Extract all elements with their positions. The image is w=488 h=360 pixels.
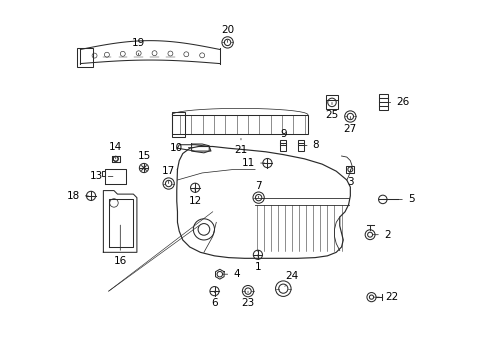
Bar — [172, 115, 307, 134]
Text: 12: 12 — [188, 188, 202, 206]
Text: 14: 14 — [109, 142, 122, 159]
Text: 4: 4 — [222, 269, 239, 279]
Text: 21: 21 — [234, 138, 247, 156]
Text: 22: 22 — [373, 292, 397, 302]
Bar — [280, 140, 286, 151]
Text: 20: 20 — [221, 24, 234, 42]
Text: 19: 19 — [132, 38, 145, 55]
Bar — [112, 156, 120, 162]
Text: 6: 6 — [211, 291, 217, 308]
Bar — [172, 112, 184, 137]
Text: 8: 8 — [303, 140, 319, 150]
Text: 27: 27 — [343, 117, 356, 134]
Bar — [77, 48, 93, 67]
Text: 16: 16 — [113, 225, 127, 266]
Text: 7: 7 — [255, 181, 262, 198]
Text: 1: 1 — [254, 255, 261, 272]
Text: 24: 24 — [285, 271, 298, 286]
Bar — [325, 95, 338, 109]
Bar — [346, 166, 353, 172]
Text: 2: 2 — [372, 230, 390, 240]
Text: 9: 9 — [280, 130, 286, 145]
Text: 25: 25 — [325, 102, 338, 120]
Text: 13: 13 — [89, 171, 113, 181]
Text: 5: 5 — [398, 194, 414, 204]
Text: 3: 3 — [346, 170, 353, 187]
Bar — [297, 140, 304, 151]
Text: 18: 18 — [66, 191, 88, 201]
Text: 11: 11 — [242, 158, 264, 168]
Bar — [379, 94, 387, 110]
Text: 23: 23 — [241, 291, 254, 308]
Bar — [112, 156, 120, 162]
Text: 17: 17 — [162, 166, 175, 184]
Text: 26: 26 — [386, 98, 408, 107]
Text: 15: 15 — [137, 150, 150, 168]
Text: 10: 10 — [169, 143, 192, 153]
